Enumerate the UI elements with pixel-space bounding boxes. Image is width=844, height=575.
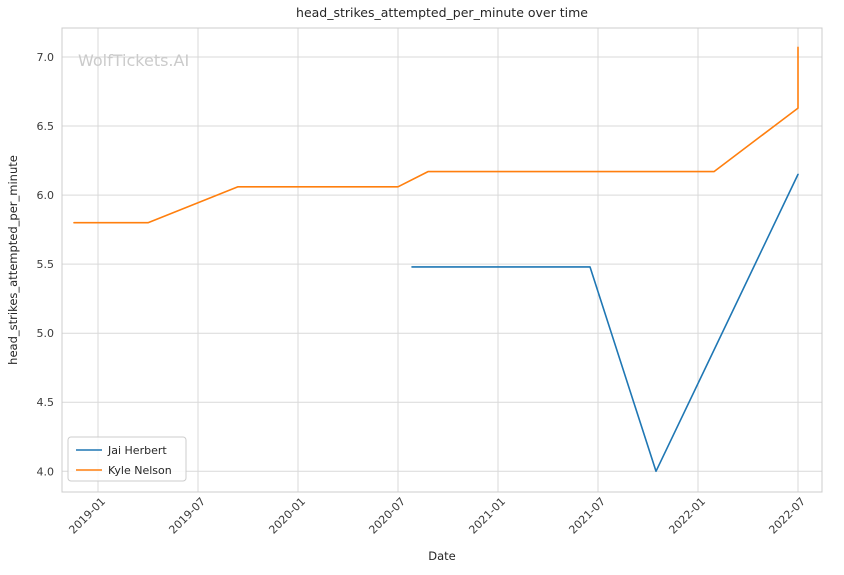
x-tick-label: 2020-07: [366, 495, 408, 537]
x-tick-label: 2019-07: [166, 495, 208, 537]
x-tick-label: 2022-01: [666, 495, 708, 537]
x-tick-label: 2020-01: [266, 495, 308, 537]
y-axis-label: head_strikes_attempted_per_minute: [6, 155, 20, 365]
y-tick-label: 5.5: [37, 258, 55, 271]
y-tick-label: 4.5: [37, 396, 55, 409]
series-line-kyle-nelson: [73, 46, 799, 224]
legend-label-kyle-nelson: Kyle Nelson: [108, 464, 172, 477]
x-axis-label: Date: [428, 549, 456, 563]
legend: Jai Herbert Kyle Nelson: [67, 436, 187, 482]
x-tick-label: 2021-01: [466, 495, 508, 537]
y-tick-label: 6.0: [37, 189, 55, 202]
y-tick-label: 4.0: [37, 465, 55, 478]
chart-title: head_strikes_attempted_per_minute over t…: [296, 5, 588, 20]
y-tick-label: 5.0: [37, 327, 55, 340]
x-tick-label: 2022-07: [766, 495, 808, 537]
x-tick-label: 2021-07: [566, 495, 608, 537]
watermark-text: WolfTickets.AI: [78, 51, 189, 70]
legend-label-jai-herbert: Jai Herbert: [107, 444, 167, 457]
grid-layer: [62, 28, 822, 492]
y-tick-label: 6.5: [37, 120, 55, 133]
axes-border: [61, 27, 823, 493]
series-layer: [73, 46, 799, 473]
y-tick-label: 7.0: [37, 51, 55, 64]
series-line-jai-herbert: [411, 173, 799, 473]
x-tick-label: 2019-01: [66, 495, 108, 537]
